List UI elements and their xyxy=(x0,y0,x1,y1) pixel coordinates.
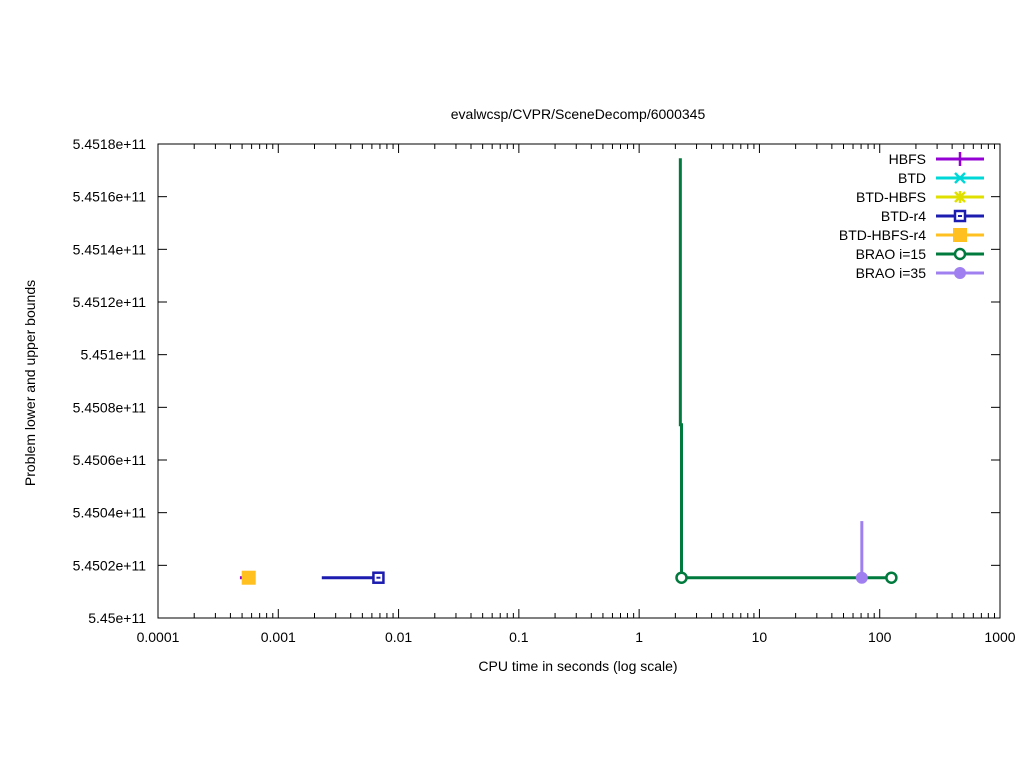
series-line xyxy=(678,158,892,580)
x-tick-label: 10 xyxy=(752,629,768,645)
legend-label: BRAO i=35 xyxy=(856,265,927,281)
y-tick-label: 5.4512e+11 xyxy=(73,294,147,310)
x-tick-label: 0.1 xyxy=(509,629,529,645)
y-tick-label: 5.4506e+11 xyxy=(73,452,147,468)
legend-item: BTD-r4 xyxy=(881,208,984,224)
legend-label: BTD-HBFS-r4 xyxy=(839,227,926,243)
legend-marker xyxy=(954,267,966,279)
data-point xyxy=(241,570,256,585)
series-btd-hbfs-r4 xyxy=(241,570,256,585)
legend-item: BRAO i=35 xyxy=(856,265,984,281)
x-tick-label: 0.001 xyxy=(261,629,296,645)
y-tick-label: 5.4518e+11 xyxy=(73,136,147,152)
series-btd-r4 xyxy=(321,571,385,584)
plot-series xyxy=(239,158,898,585)
legend-label: BTD-HBFS xyxy=(856,189,926,205)
series-brao-i-35 xyxy=(855,521,868,584)
legend-marker xyxy=(954,172,966,184)
data-point xyxy=(675,571,688,584)
legend-item: BRAO i=15 xyxy=(856,246,984,262)
legend-label: BTD xyxy=(898,170,926,186)
x-axis-label: CPU time in seconds (log scale) xyxy=(478,658,677,674)
legend: HBFS BTD BTD-HBFS BTD-r4 BTD-HBFS-r4 BRAO i=1… xyxy=(839,151,984,281)
x-tick-label: 1 xyxy=(635,629,643,645)
legend-item: BTD xyxy=(898,170,984,186)
x-tick-label: 0.0001 xyxy=(137,629,180,645)
legend-label: HBFS xyxy=(889,151,926,167)
plot-frame xyxy=(157,143,1001,619)
x-tick-label: 1000 xyxy=(984,629,1015,645)
data-point xyxy=(855,571,868,584)
y-tick-label: 5.4516e+11 xyxy=(73,189,147,205)
legend-marker xyxy=(953,247,967,261)
y-tick-label: 5.4514e+11 xyxy=(73,241,147,257)
legend-item: HBFS xyxy=(889,151,984,167)
legend-marker xyxy=(953,152,967,166)
legend-marker xyxy=(954,191,966,203)
legend-label: BTD-r4 xyxy=(881,208,926,224)
legend-item: BTD-HBFS xyxy=(856,189,984,205)
y-tick-label: 5.4502e+11 xyxy=(73,557,147,573)
x-tick-label: 0.01 xyxy=(385,629,412,645)
x-tick-label: 100 xyxy=(868,629,892,645)
y-tick-label: 5.45e+11 xyxy=(88,610,146,626)
data-point xyxy=(885,571,898,584)
chart-title: evalwcsp/CVPR/SceneDecomp/6000345 xyxy=(451,106,706,122)
legend-label: BRAO i=15 xyxy=(856,246,927,262)
y-tick-label: 5.4508e+11 xyxy=(73,399,147,415)
y-axis: 5.45e+11 5.4502e+11 5.4504e+11 5.4506e+11 5.… xyxy=(73,136,1000,626)
series-brao-i-15 xyxy=(675,158,898,584)
legend-item: BTD-HBFS-r4 xyxy=(839,227,984,243)
y-tick-label: 5.451e+11 xyxy=(80,347,146,363)
y-axis-label: Problem lower and upper bounds xyxy=(22,280,38,486)
legend-marker xyxy=(953,228,967,242)
y-tick-label: 5.4504e+11 xyxy=(73,505,147,521)
